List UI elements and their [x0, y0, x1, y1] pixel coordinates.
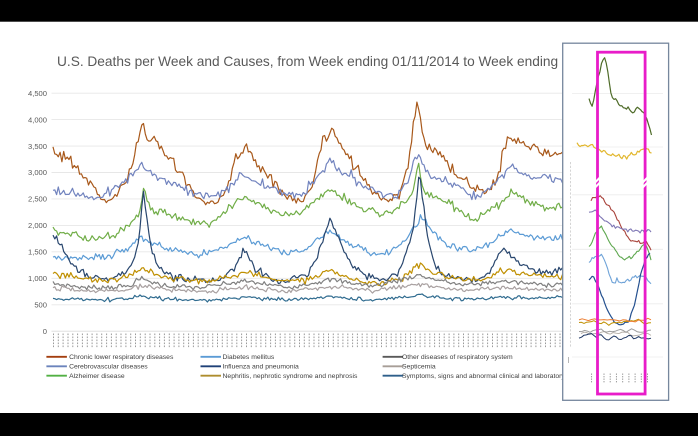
svg-text:Alzheimer disease: Alzheimer disease [69, 373, 125, 380]
svg-text:2,000: 2,000 [28, 221, 47, 230]
svg-text:2,500: 2,500 [28, 195, 47, 204]
svg-text:0: 0 [43, 327, 47, 336]
svg-text:3,500: 3,500 [28, 142, 47, 151]
svg-text:4,500: 4,500 [28, 89, 47, 98]
svg-text:Other diseases of respiratory: Other diseases of respiratory system [402, 354, 513, 361]
svg-text:Diabetes mellitus: Diabetes mellitus [223, 354, 275, 361]
svg-text:U.S. Deaths per Week and Cause: U.S. Deaths per Week and Causes, from We… [57, 54, 631, 69]
svg-text:4,000: 4,000 [28, 115, 47, 124]
svg-text:1,500: 1,500 [28, 248, 47, 257]
svg-text:Symptoms, signs and abnormal c: Symptoms, signs and abnormal clinical an… [402, 373, 636, 380]
svg-text:3,000: 3,000 [28, 168, 47, 177]
svg-text:Septicemia: Septicemia [402, 363, 436, 370]
svg-text:Nephritis, nephrotic syndrome: Nephritis, nephrotic syndrome and nephro… [223, 373, 358, 380]
svg-text:Influenza and pneumonia: Influenza and pneumonia [223, 363, 300, 370]
svg-text:500: 500 [34, 300, 47, 309]
svg-text:1,000: 1,000 [28, 274, 47, 283]
svg-text:Cerebrovascular diseases: Cerebrovascular diseases [69, 363, 148, 370]
svg-text:Chronic lower respiratory dise: Chronic lower respiratory diseases [69, 354, 174, 361]
